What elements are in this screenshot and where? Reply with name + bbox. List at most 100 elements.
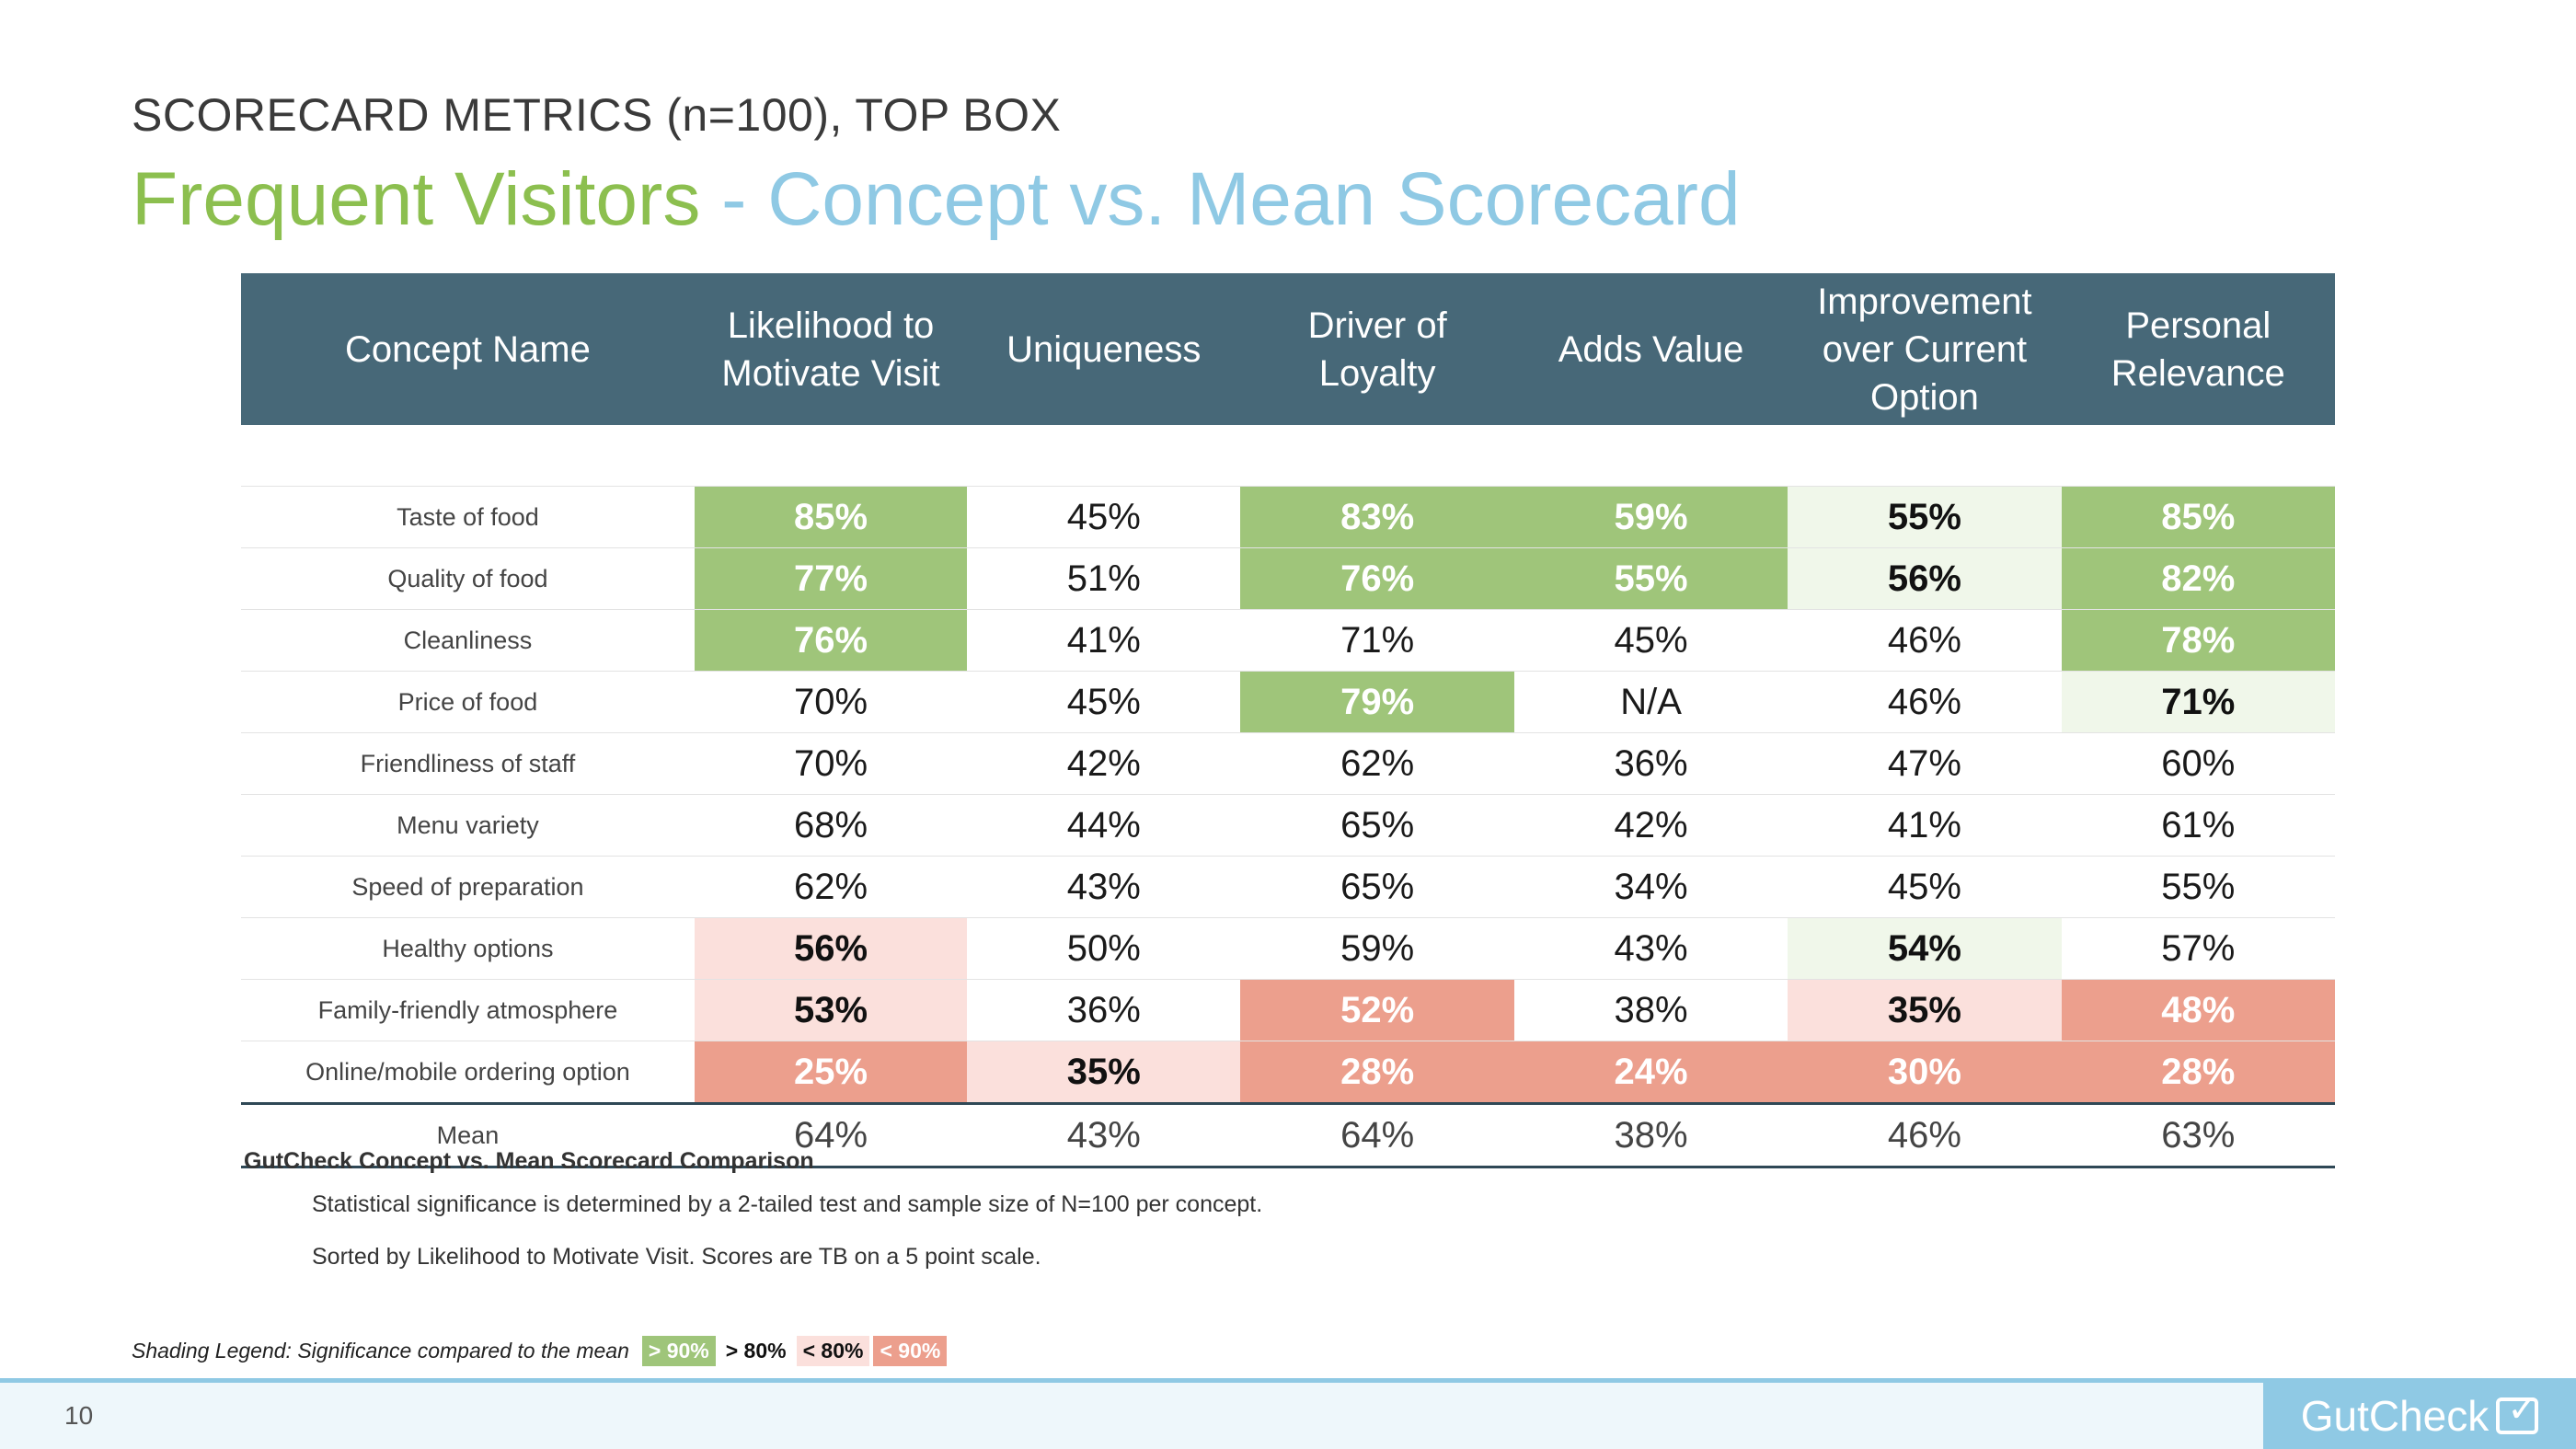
score-cell: 68%: [694, 794, 968, 857]
score-cell: 38%: [1513, 979, 1788, 1041]
col-header-personal-relevance: Personal Relevance: [2061, 273, 2335, 425]
legend-swatch-sig-low: > 80%: [719, 1336, 793, 1366]
score-cell: 79%: [1240, 671, 1514, 733]
concept-name-cell: Speed of preparation: [241, 856, 695, 918]
header-spacer: [241, 425, 2335, 487]
score-cell: 35%: [1788, 979, 2062, 1041]
notes-line-sorting: Sorted by Likelihood to Motivate Visit. …: [312, 1244, 1041, 1270]
score-cell: 34%: [1513, 856, 1788, 918]
table-header-row: Concept Name Likelihood to Motivate Visi…: [241, 273, 2335, 425]
score-cell: 36%: [1513, 732, 1788, 795]
score-cell: 76%: [1240, 547, 1514, 610]
score-cell: 52%: [1240, 979, 1514, 1041]
score-cell: 43%: [967, 856, 1241, 918]
score-cell: 77%: [694, 547, 968, 610]
mean-value-cell: 38%: [1513, 1102, 1788, 1168]
score-cell: 24%: [1513, 1041, 1788, 1104]
legend-swatch-sig-high: > 90%: [641, 1336, 716, 1366]
score-cell: 55%: [1513, 547, 1788, 610]
concept-name-cell: Menu variety: [241, 794, 695, 857]
score-cell: 51%: [967, 547, 1241, 610]
brand-logo: GutCheck: [2263, 1383, 2576, 1449]
score-cell: 59%: [1240, 917, 1514, 980]
shading-legend: Shading Legend: Significance compared to…: [132, 1336, 950, 1366]
score-cell: 71%: [1240, 609, 1514, 672]
score-cell: 50%: [967, 917, 1241, 980]
mean-value-cell: 63%: [2061, 1102, 2335, 1168]
score-cell: 70%: [694, 671, 968, 733]
table-row: Quality of food 77% 51% 76% 55% 56% 82%: [241, 547, 2335, 610]
concept-name-cell: Cleanliness: [241, 609, 695, 672]
score-cell: 59%: [1513, 486, 1788, 548]
page-number: 10: [64, 1401, 94, 1430]
score-cell: 25%: [694, 1041, 968, 1104]
slide-overline: SCORECARD METRICS (n=100), TOP BOX: [132, 89, 1062, 141]
score-cell: 48%: [2061, 979, 2335, 1041]
score-cell: 42%: [967, 732, 1241, 795]
concept-name-cell: Family-friendly atmosphere: [241, 979, 695, 1041]
col-header-adds-value: Adds Value: [1513, 273, 1788, 425]
score-cell: 41%: [1788, 794, 2062, 857]
score-cell: 65%: [1240, 856, 1514, 918]
table-row: Taste of food 85% 45% 83% 59% 55% 85%: [241, 486, 2335, 548]
notes-line-significance: Statistical significance is determined b…: [312, 1191, 1263, 1217]
score-cell: 65%: [1240, 794, 1514, 857]
score-cell: 45%: [1788, 856, 2062, 918]
score-cell: 47%: [1788, 732, 2062, 795]
mean-value-cell: 64%: [1240, 1102, 1514, 1168]
score-cell: 28%: [1240, 1041, 1514, 1104]
score-cell: 85%: [2061, 486, 2335, 548]
score-cell: 85%: [694, 486, 968, 548]
score-cell: 57%: [2061, 917, 2335, 980]
table-row: Speed of preparation 62% 43% 65% 34% 45% 55%: [241, 856, 2335, 918]
score-cell: 76%: [694, 609, 968, 672]
score-cell: 30%: [1788, 1041, 2062, 1104]
score-cell: 53%: [694, 979, 968, 1041]
score-cell: 61%: [2061, 794, 2335, 857]
legend-swatch-neg-low: < 80%: [796, 1336, 870, 1366]
col-header-driver-of-loyalty: Driver of Loyalty: [1240, 273, 1514, 425]
score-cell: 35%: [967, 1041, 1241, 1104]
score-cell: 45%: [967, 671, 1241, 733]
mean-row: Mean 64% 43% 64% 38% 46% 63%: [241, 1102, 2335, 1168]
score-cell: 71%: [2061, 671, 2335, 733]
score-cell: 62%: [1240, 732, 1514, 795]
notes-title: GutCheck Concept vs. Mean Scorecard Comp…: [244, 1148, 814, 1174]
score-cell: 54%: [1788, 917, 2062, 980]
mean-label-cell: Mean: [241, 1102, 695, 1168]
mean-value-cell: 64%: [694, 1102, 968, 1168]
score-cell: 56%: [694, 917, 968, 980]
score-cell: 41%: [967, 609, 1241, 672]
col-header-concept-name: Concept Name: [241, 273, 695, 425]
footer-bar: [0, 1383, 2576, 1449]
col-header-improvement: Improvement over Current Option: [1788, 273, 2062, 425]
table-row: Online/mobile ordering option 25% 35% 28% 24…: [241, 1041, 2335, 1104]
score-cell: 45%: [1513, 609, 1788, 672]
scorecard-table: Concept Name Likelihood to Motivate Visi…: [241, 273, 2335, 1168]
title-subject: Concept vs. Mean Scorecard: [767, 157, 1741, 241]
mean-value-cell: 43%: [967, 1102, 1241, 1168]
score-cell: 78%: [2061, 609, 2335, 672]
checkmark-icon: [2496, 1388, 2539, 1434]
concept-name-cell: Healthy options: [241, 917, 695, 980]
score-cell: 62%: [694, 856, 968, 918]
score-cell: 28%: [2061, 1041, 2335, 1104]
footer-divider: [0, 1378, 2576, 1383]
concept-name-cell: Online/mobile ordering option: [241, 1041, 695, 1104]
score-cell: 55%: [2061, 856, 2335, 918]
table-row: Cleanliness 76% 41% 71% 45% 46% 78%: [241, 609, 2335, 672]
score-cell: N/A: [1513, 671, 1788, 733]
score-cell: 70%: [694, 732, 968, 795]
score-cell: 36%: [967, 979, 1241, 1041]
score-cell: 46%: [1788, 609, 2062, 672]
legend-label: Shading Legend: Significance compared to…: [132, 1339, 629, 1363]
col-header-uniqueness: Uniqueness: [967, 273, 1241, 425]
brand-name: GutCheck: [2300, 1392, 2490, 1440]
score-cell: 42%: [1513, 794, 1788, 857]
table-row: Friendliness of staff 70% 42% 62% 36% 47% 60%: [241, 732, 2335, 795]
col-header-likelihood: Likelihood to Motivate Visit: [694, 273, 968, 425]
notes-block: GutCheck Concept vs. Mean Scorecard Comp…: [244, 1148, 1262, 1271]
concept-name-cell: Taste of food: [241, 486, 695, 548]
score-cell: 56%: [1788, 547, 2062, 610]
concept-name-cell: Friendliness of staff: [241, 732, 695, 795]
